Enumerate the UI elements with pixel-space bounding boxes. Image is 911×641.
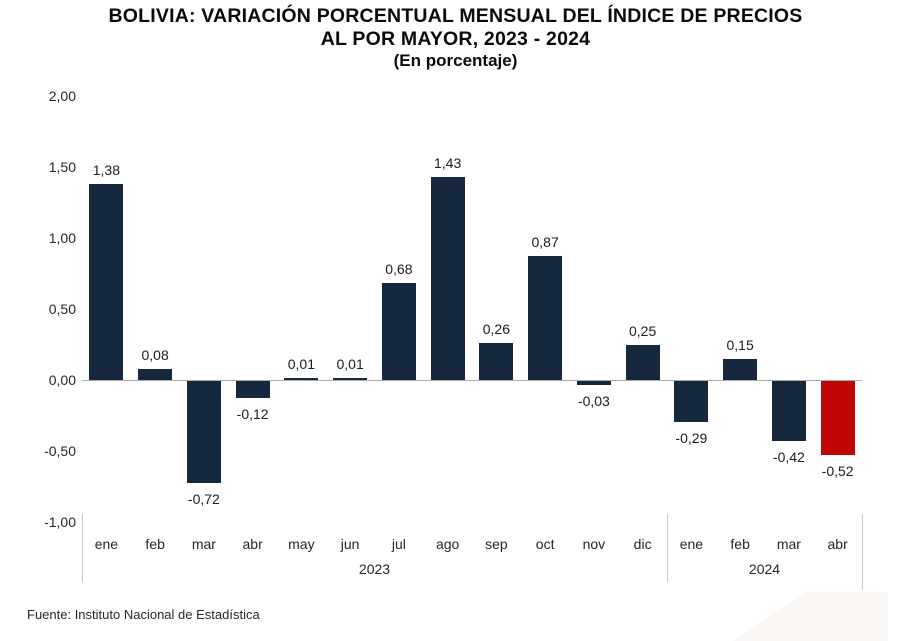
bar xyxy=(723,358,758,380)
x-tick-label: mar xyxy=(191,536,216,552)
chart-title-line2: AL POR MAYOR, 2023 - 2024 xyxy=(320,28,591,50)
x-tick-label: ago xyxy=(435,536,460,552)
bar xyxy=(430,176,465,380)
bar-value-label: 0,25 xyxy=(629,322,657,339)
bar-value-label: 0,08 xyxy=(141,346,169,363)
x-tick-label: abr xyxy=(827,536,848,552)
bar-value-label: 1,38 xyxy=(92,162,120,179)
axis-separator-tick xyxy=(667,514,668,582)
x-tick-label: feb xyxy=(730,536,750,552)
corner-decoration xyxy=(733,592,888,641)
zero-axis-line xyxy=(82,380,862,381)
source-note: Fuente: Instituto Nacional de Estadístic… xyxy=(27,607,260,622)
bar xyxy=(674,381,709,423)
y-tick-label: -0,50 xyxy=(44,443,76,459)
year-label: 2023 xyxy=(358,561,391,577)
x-tick-label: sep xyxy=(485,536,508,552)
bar-value-label: -0,42 xyxy=(772,448,805,465)
y-tick-label: 0,50 xyxy=(48,301,76,317)
bar xyxy=(284,378,319,380)
bar-value-label: 0,68 xyxy=(385,261,413,278)
bar xyxy=(138,368,173,380)
chart-title-line1: BOLIVIA: VARIACIÓN PORCENTUAL MENSUAL DE… xyxy=(108,5,803,27)
bar xyxy=(625,344,660,380)
x-tick-label: jul xyxy=(391,536,406,552)
bar xyxy=(235,381,270,399)
bar xyxy=(381,283,416,380)
bar xyxy=(186,381,221,484)
bar-value-label: -0,03 xyxy=(577,393,610,410)
y-tick-label: 1,00 xyxy=(48,230,76,246)
x-tick-label: dic xyxy=(633,536,652,552)
bar-value-label: -0,72 xyxy=(187,491,220,508)
x-tick-label: mar xyxy=(776,536,801,552)
bar-value-label: 0,01 xyxy=(287,356,315,372)
x-tick-label: abr xyxy=(242,536,263,552)
bar xyxy=(771,381,806,441)
axis-separator-tick xyxy=(82,514,83,582)
bar xyxy=(820,381,855,455)
year-label: 2024 xyxy=(748,561,781,577)
bar-value-label: -0,29 xyxy=(675,430,708,447)
y-tick-label: 2,00 xyxy=(48,88,76,104)
bar-value-label: 0,15 xyxy=(726,336,754,353)
chart-title: BOLIVIA: VARIACIÓN PORCENTUAL MENSUAL DE… xyxy=(0,5,911,71)
bar xyxy=(89,184,124,380)
bar-value-label: 0,87 xyxy=(531,234,559,251)
x-tick-label: oct xyxy=(535,536,555,552)
axis-separator-tick xyxy=(862,514,863,590)
x-tick-label: feb xyxy=(145,536,165,552)
bar xyxy=(576,381,611,386)
bar-value-label: 1,43 xyxy=(434,154,462,171)
bar-value-label: -0,12 xyxy=(236,406,269,423)
chart-title-line3: (En porcentaje) xyxy=(393,51,518,70)
bar-value-label: -0,52 xyxy=(821,462,854,479)
bar xyxy=(528,256,563,380)
bar-value-label: 0,26 xyxy=(482,321,510,338)
bar xyxy=(333,378,368,380)
bar-value-label: 0,01 xyxy=(336,356,364,372)
y-tick-label: 1,50 xyxy=(48,159,76,175)
x-tick-label: ene xyxy=(94,536,119,552)
bar xyxy=(479,343,514,380)
x-tick-label: nov xyxy=(582,536,606,552)
y-tick-label: -1,00 xyxy=(44,514,76,530)
x-tick-label: may xyxy=(288,536,315,552)
x-tick-label: ene xyxy=(679,536,704,552)
y-tick-label: 0,00 xyxy=(48,372,76,388)
x-tick-label: jun xyxy=(340,536,360,552)
